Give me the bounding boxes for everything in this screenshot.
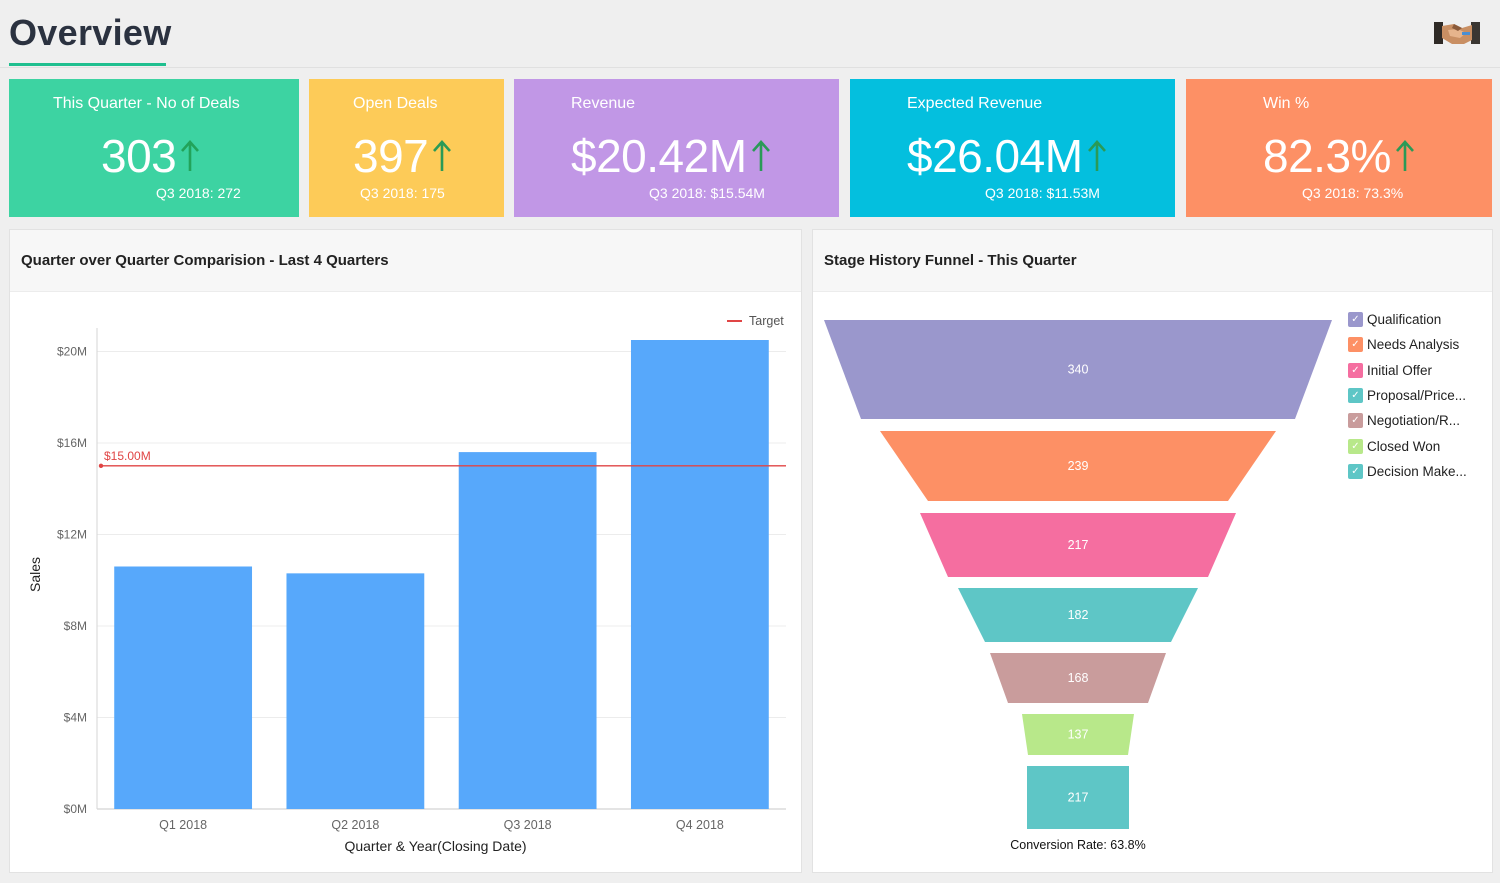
kpi-value: 303 xyxy=(101,130,177,182)
funnel-value-label: 340 xyxy=(1068,363,1089,377)
kpi-value: $20.42M xyxy=(571,130,747,182)
page-title: Overview xyxy=(9,12,172,53)
bar-q2-2018 xyxy=(286,573,425,809)
y-tick-label: $16M xyxy=(57,436,87,450)
kpi-label: Open Deals xyxy=(353,95,438,112)
checkbox-icon[interactable]: ✓ xyxy=(1348,463,1363,479)
kpi-previous: Q3 2018: 73.3% xyxy=(1302,185,1404,201)
funnel-chart: 340 239 217 182 168 137 217 Conversion Rate: 63… xyxy=(824,320,1332,852)
legend-label: Negotiation/R... xyxy=(1367,413,1461,429)
bar-chart: $0M $4M $8M $12M $16M $20M Q1 2018 Q2 2018 Q3 20… xyxy=(27,314,786,854)
panel-header xyxy=(813,230,1492,292)
legend-item[interactable]: ✓ Closed Won xyxy=(1348,438,1441,454)
checkbox-icon[interactable]: ✓ xyxy=(1348,312,1363,327)
legend-label: Proposal/Price... xyxy=(1367,387,1467,403)
x-tick-label: Q3 2018 xyxy=(504,818,552,832)
y-tick-label: $0M xyxy=(64,802,87,816)
legend-item[interactable]: ✓ Initial Offer xyxy=(1348,362,1433,378)
legend-label: Initial Offer xyxy=(1367,362,1433,378)
legend-target-label: Target xyxy=(749,314,784,328)
legend-item[interactable]: ✓ Qualification xyxy=(1348,312,1441,327)
funnel-segment xyxy=(880,431,1276,501)
funnel-segment xyxy=(1022,714,1134,755)
kpi-card-deals[interactable]: This Quarter - No of Deals 303 Q3 2018: … xyxy=(9,79,299,217)
kpi-value: $26.04M xyxy=(907,130,1083,182)
y-tick-label: $4M xyxy=(64,710,87,724)
panel-title: Stage History Funnel - This Quarter xyxy=(824,252,1077,269)
target-marker xyxy=(98,463,104,469)
funnel-value-label: 137 xyxy=(1068,728,1089,742)
y-tick-label: $12M xyxy=(57,527,87,541)
kpi-label: Revenue xyxy=(571,95,636,112)
x-axis-title: Quarter & Year(Closing Date) xyxy=(344,838,526,854)
legend-item[interactable]: ✓ Proposal/Price... xyxy=(1348,387,1467,403)
legend-item[interactable]: ✓ Needs Analysis xyxy=(1348,337,1460,353)
legend-item[interactable]: ✓ Negotiation/R... xyxy=(1348,413,1461,429)
y-axis-title: Sales xyxy=(27,557,43,592)
title-underline xyxy=(9,63,166,66)
funnel-segment xyxy=(920,513,1236,577)
kpi-previous: Q3 2018: $11.53M xyxy=(985,185,1100,201)
panel-title: Quarter over Quarter Comparision - Last … xyxy=(21,252,389,269)
kpi-value: 397 xyxy=(353,130,429,182)
y-tick-label: $20M xyxy=(57,344,87,358)
checkbox-icon[interactable]: ✓ xyxy=(1348,337,1363,353)
arrow-up-icon xyxy=(1087,140,1106,171)
arrow-up-icon xyxy=(1395,140,1414,171)
arrow-up-icon xyxy=(433,140,452,171)
legend-label: Decision Make... xyxy=(1367,463,1467,479)
checkbox-icon[interactable]: ✓ xyxy=(1348,438,1363,454)
kpi-label: This Quarter - No of Deals xyxy=(53,95,240,112)
funnel-value-label: 168 xyxy=(1068,671,1089,685)
funnel-segment xyxy=(990,653,1166,703)
kpi-card-expected-revenue[interactable]: Expected Revenue $26.04M Q3 2018: $11.53… xyxy=(850,79,1175,217)
conversion-rate: Conversion Rate: 63.8% xyxy=(1010,838,1146,852)
funnel-segment xyxy=(824,320,1332,419)
kpi-label: Win % xyxy=(1263,95,1310,112)
kpi-label: Expected Revenue xyxy=(907,95,1043,112)
legend-label: Closed Won xyxy=(1367,438,1441,454)
kpi-previous: Q3 2018: 175 xyxy=(360,185,445,201)
kpi-value: 82.3% xyxy=(1263,130,1391,182)
bar-q1-2018 xyxy=(114,566,253,809)
x-tick-label: Q4 2018 xyxy=(676,818,724,832)
top-divider xyxy=(0,67,1500,68)
arrow-up-icon xyxy=(181,140,200,171)
x-tick-label: Q1 2018 xyxy=(159,818,207,832)
x-tick-label: Q2 2018 xyxy=(331,818,379,832)
kpi-card-open-deals[interactable]: Open Deals 397 Q3 2018: 175 xyxy=(309,79,504,217)
funnel-segment xyxy=(958,588,1198,642)
handshake-icon[interactable] xyxy=(1432,16,1482,50)
legend-label: Qualification xyxy=(1367,312,1442,327)
panel-header xyxy=(10,230,801,292)
legend-item[interactable]: ✓ Decision Make... xyxy=(1348,463,1467,479)
kpi-previous: Q3 2018: 272 xyxy=(156,185,241,201)
top-bar: Overview xyxy=(0,0,1500,70)
funnel-chart-panel: Stage History Funnel - This Quarter 340 2… xyxy=(812,229,1493,873)
funnel-value-label: 182 xyxy=(1068,608,1089,622)
checkbox-icon[interactable]: ✓ xyxy=(1348,362,1363,378)
target-label: $15.00M xyxy=(104,449,151,463)
funnel-value-label: 217 xyxy=(1068,791,1089,805)
funnel-value-label: 239 xyxy=(1068,459,1089,473)
bar-q3-2018 xyxy=(458,452,597,809)
funnel-value-label: 217 xyxy=(1068,538,1089,552)
bar-chart-panel: Quarter over Quarter Comparision - Last … xyxy=(9,229,802,873)
checkbox-icon[interactable]: ✓ xyxy=(1348,387,1363,403)
bar-q4-2018 xyxy=(630,340,769,809)
kpi-card-revenue[interactable]: Revenue $20.42M Q3 2018: $15.54M xyxy=(514,79,839,217)
checkbox-icon[interactable]: ✓ xyxy=(1348,413,1363,429)
funnel-segment xyxy=(1027,766,1129,829)
y-tick-label: $8M xyxy=(64,619,87,633)
arrow-up-icon xyxy=(751,140,770,171)
kpi-previous: Q3 2018: $15.54M xyxy=(649,185,765,201)
kpi-card-win-percent[interactable]: Win % 82.3% Q3 2018: 73.3% xyxy=(1186,79,1492,217)
legend-label: Needs Analysis xyxy=(1367,337,1460,353)
